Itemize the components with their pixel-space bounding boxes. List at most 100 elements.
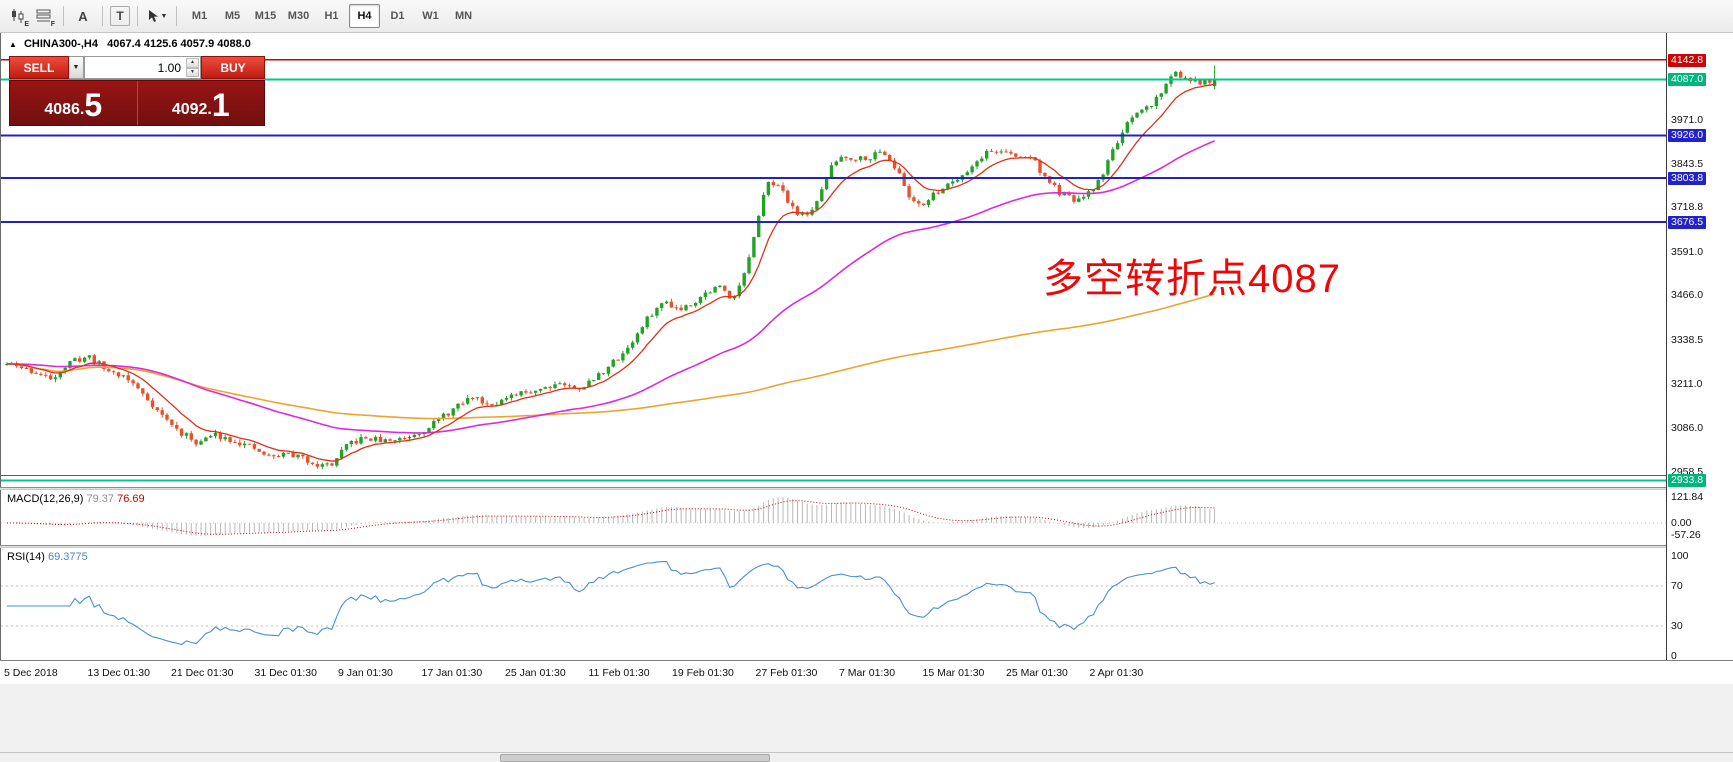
timeframe-button-h1[interactable]: H1	[316, 4, 347, 28]
time-axis-label: 19 Feb 01:30	[672, 667, 734, 679]
cursor-dropdown-arrow[interactable]: ▼	[160, 12, 168, 20]
up-candle-bodies	[5, 71, 1217, 467]
timeframe-button-m1[interactable]: M1	[184, 4, 215, 28]
macd-signal-line	[7, 500, 1215, 535]
candlestick-chart	[1, 59, 1666, 482]
time-axis-label: 13 Dec 01:30	[87, 667, 150, 679]
trade-panel-prices: 4086. 5 4092. 1	[9, 80, 265, 126]
one-click-trade-panel: SELL ▼ ▲ ▼ BUY 4086. 5	[9, 56, 265, 126]
price-line-badge: 3926.0	[1668, 129, 1707, 143]
main-toolbar: E F A T ▼ M1 M5 M15 M30 H1 H4 D1 W1	[0, 0, 1733, 33]
timeframe-button-d1[interactable]: D1	[382, 4, 413, 28]
scrollbar-thumb[interactable]	[500, 754, 770, 762]
collapse-panel-icon[interactable]: ▲	[9, 40, 17, 49]
volume-input[interactable]	[85, 57, 200, 78]
timeframe-button-h4[interactable]: H4	[349, 4, 380, 28]
macd-indicator-panel: MACD(12,26,9) 79.37 76.69	[0, 490, 1666, 545]
timeframe-button-m15[interactable]: M15	[250, 4, 281, 28]
down-candle-bodies	[15, 71, 1212, 467]
price-line-badge: 3803.8	[1668, 171, 1707, 185]
ma-fast-line	[6, 83, 1215, 462]
panel-splitter[interactable]	[0, 487, 1733, 490]
label-tool-icon[interactable]: A	[71, 4, 95, 28]
rsi-indicator-panel: RSI(14) 69.3775	[0, 548, 1666, 660]
toolbar-separator	[63, 6, 64, 26]
list-glyph	[36, 9, 51, 22]
cursor-glyph	[148, 10, 158, 22]
volume-decrement-button[interactable]: ▼	[186, 67, 199, 77]
ma-mid-line	[7, 140, 1215, 434]
time-axis-label: 17 Jan 01:30	[421, 667, 483, 679]
indicator-list-icon[interactable]: F	[32, 4, 56, 28]
main-chart-panel: ▲ CHINA300-,H4 4067.4 4125.6 4057.9 4088…	[0, 33, 1666, 487]
ohlc-values: 4067.4 4125.6 4057.9 4088.0	[107, 38, 251, 50]
sell-price-pips: 5	[84, 87, 103, 123]
rsi-label: RSI(14) 69.3775	[7, 551, 88, 563]
rsi-value: 69.3775	[47, 551, 88, 563]
macd-axis-label: -57.26	[1671, 529, 1701, 541]
price-axis-label: 3843.5	[1671, 157, 1704, 170]
rsi-axis-label: 0	[1671, 650, 1677, 662]
rsi-line	[7, 560, 1215, 646]
macd-name: MACD(12,26,9)	[7, 493, 84, 505]
buy-price-main: 4092.	[171, 101, 212, 118]
macd-plot	[1, 497, 1666, 536]
time-axis-label: 27 Feb 01:30	[755, 667, 818, 679]
volume-increment-button[interactable]: ▲	[186, 58, 199, 68]
price-line-badge: 3676.5	[1668, 216, 1707, 230]
price-axis-label: 3466.0	[1671, 289, 1704, 302]
time-axis-label: 5 Dec 2018	[4, 667, 58, 679]
time-axis-label: 21 Dec 01:30	[171, 667, 234, 679]
macd-main-value: 79.37	[86, 493, 115, 505]
dropdown-arrow-icon: ▼	[72, 64, 80, 71]
panel-splitter[interactable]	[0, 545, 1733, 548]
price-line-badge: 4087.0	[1668, 73, 1707, 87]
price-axis-label: 3211.0	[1671, 378, 1703, 391]
buy-price-display[interactable]: 4092. 1	[138, 81, 265, 125]
timeframe-button-m5[interactable]: M5	[217, 4, 248, 28]
toolbar-separator	[176, 6, 177, 26]
price-axis-label: 3338.5	[1671, 333, 1704, 346]
horizontal-scrollbar[interactable]	[0, 752, 1733, 762]
window-background	[0, 684, 1733, 752]
volume-spinner: ▲ ▼	[186, 58, 199, 77]
price-axis-label: 3591.0	[1671, 245, 1704, 258]
chart-annotation-text: 多空转折点4087	[1043, 257, 1341, 301]
time-axis[interactable]: 5 Dec 2018 13 Dec 01:30 21 Dec 01:30 31 Dec…	[0, 660, 1733, 684]
macd-label: MACD(12,26,9) 79.37 76.69	[7, 493, 145, 505]
time-axis-label: 7 Mar 01:30	[839, 667, 896, 679]
chart-header: ▲ CHINA300-,H4 4067.4 4125.6 4057.9 4088…	[9, 38, 251, 50]
cursor-tool-icon[interactable]: ▼	[145, 4, 169, 28]
text-tool-icon[interactable]: T	[110, 6, 130, 26]
volume-dropdown-button[interactable]: ▼	[69, 56, 84, 79]
timeframe-button-mn[interactable]: MN	[448, 4, 479, 28]
buy-button[interactable]: BUY	[201, 56, 265, 79]
icon-sub-label: F	[50, 21, 55, 28]
sell-button[interactable]: SELL	[9, 56, 69, 79]
time-axis-label: 15 Mar 01:30	[922, 667, 985, 679]
rsi-axis-label: 30	[1671, 620, 1683, 632]
price-line-badge: 2933.8	[1668, 474, 1707, 488]
trade-panel-controls: SELL ▼ ▲ ▼ BUY	[9, 56, 265, 79]
time-axis-label: 25 Mar 01:30	[1006, 667, 1068, 679]
macd-signal-value: 76.69	[117, 493, 145, 505]
icon-sub-label: E	[24, 21, 29, 28]
time-axis-label: 11 Feb 01:30	[588, 667, 650, 679]
candlestick-chart-icon[interactable]: E	[6, 4, 30, 28]
price-axis[interactable]: 121.84 0.00 -57.26 100 70 30 0 3971.0 384…	[1666, 33, 1733, 662]
candlestick-glyph	[12, 9, 24, 23]
sell-price-display[interactable]: 4086. 5	[10, 81, 138, 125]
buy-price-pips: 1	[211, 87, 230, 123]
rsi-axis-label: 100	[1671, 550, 1689, 562]
toolbar-separator	[102, 6, 103, 26]
sell-price-main: 4086.	[44, 101, 85, 118]
timeframe-button-w1[interactable]: W1	[415, 4, 446, 28]
price-axis-label: 3086.0	[1671, 421, 1704, 434]
price-line-badge: 4142.8	[1668, 53, 1707, 67]
rsi-name: RSI(14)	[7, 551, 45, 563]
up-candle-wicks	[6, 65, 1216, 470]
timeframe-button-m30[interactable]: M30	[283, 4, 314, 28]
down-candle-wicks	[16, 70, 1211, 469]
macd-histogram	[16, 497, 1216, 536]
macd-axis-label: 0.00	[1671, 517, 1692, 529]
